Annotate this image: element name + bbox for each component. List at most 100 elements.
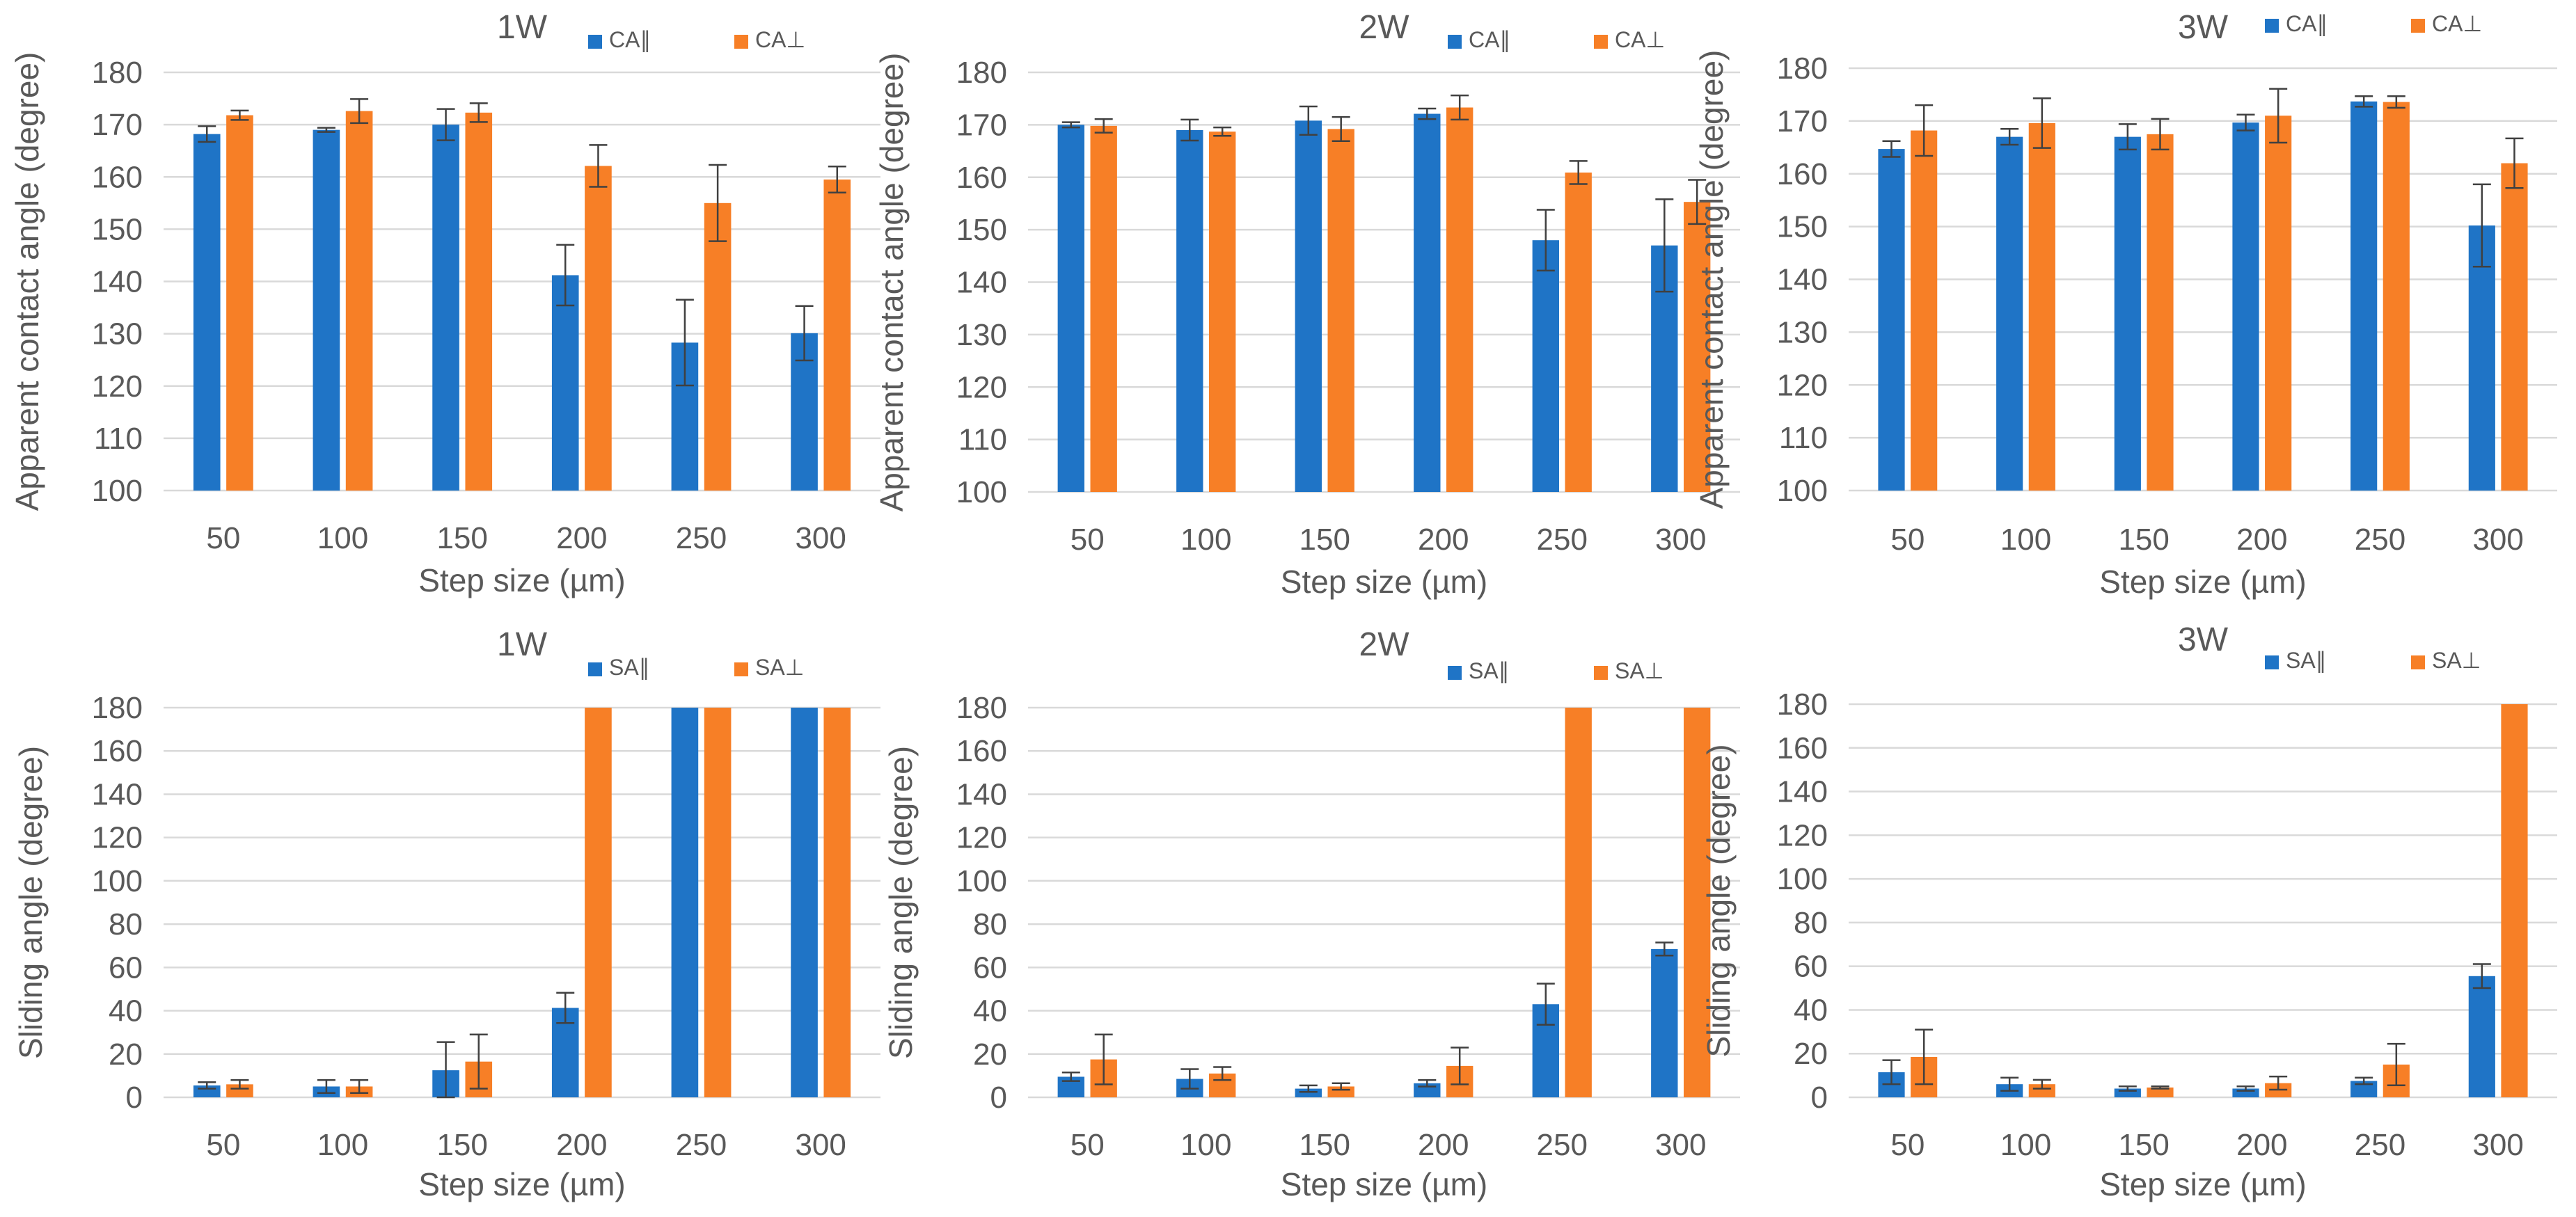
- y-tick-label: 100: [1777, 862, 1828, 896]
- y-tick-label: 180: [956, 691, 1007, 725]
- y-tick-label: 80: [109, 907, 143, 941]
- bar-perpendicular-50: [1911, 130, 1938, 491]
- y-axis-label: Apparent contact angle (degree): [874, 53, 910, 512]
- legend-label: SA∥: [2286, 648, 2327, 673]
- x-tick-label: 250: [2355, 1128, 2405, 1162]
- error-bar: [1332, 116, 1350, 142]
- bar-parallel-300: [2468, 225, 2495, 491]
- y-tick-label: 120: [92, 369, 143, 404]
- y-tick-label: 120: [1777, 368, 1828, 402]
- error-bar: [1536, 209, 1555, 272]
- bar-perpendicular-200: [1446, 107, 1473, 493]
- legend-label: CA⊥: [755, 27, 805, 52]
- chart-3w-contact-angle: 100 110 120 130 140 150 160 170 180 3W Apparent co…: [1693, 9, 2557, 600]
- bar-parallel-100: [1176, 129, 1203, 493]
- x-tick-label: 200: [556, 521, 607, 555]
- y-tick-label: 140: [92, 265, 143, 299]
- x-tick-label: 150: [2118, 1128, 2169, 1162]
- y-tick-label: 120: [92, 821, 143, 855]
- error-bar: [675, 299, 694, 387]
- error-bar: [317, 1079, 335, 1095]
- x-tick-label: 300: [2472, 1128, 2523, 1162]
- error-bar: [2472, 183, 2491, 268]
- error-bar: [1180, 1068, 1199, 1090]
- bar-perpendicular-200: [585, 708, 612, 1097]
- x-tick-label: 100: [1180, 1128, 1231, 1162]
- error-bar: [1418, 107, 1437, 120]
- error-bar: [1536, 983, 1555, 1026]
- chart-title: 3W: [2178, 621, 2229, 658]
- error-bar: [2472, 963, 2491, 989]
- y-tick-label: 150: [92, 212, 143, 246]
- x-tick-label: 250: [1537, 1128, 1588, 1162]
- error-bar: [2000, 128, 2019, 146]
- x-tick-label: 50: [1890, 523, 1925, 557]
- y-tick-label: 130: [956, 318, 1007, 352]
- x-axis-label: Step size (µm): [2099, 1166, 2306, 1202]
- legend-swatch: [2411, 655, 2425, 669]
- y-tick-label: 150: [956, 213, 1007, 247]
- error-bar: [1915, 1028, 1934, 1085]
- y-tick-label: 170: [1777, 104, 1828, 138]
- bar-perpendicular-100: [345, 111, 373, 491]
- y-axis-label: Sliding angle (degree): [883, 746, 919, 1059]
- error-bar: [1213, 126, 1232, 137]
- y-tick-label: 100: [1777, 474, 1828, 508]
- y-axis-label: Apparent contact angle (degree): [9, 52, 45, 511]
- bar-perpendicular-300: [2501, 163, 2528, 491]
- y-tick-label: 100: [956, 864, 1007, 898]
- bar-perpendicular-50: [226, 115, 253, 491]
- legend-swatch: [1448, 35, 1462, 49]
- error-bar: [1451, 1047, 1469, 1085]
- legend-label: SA⊥: [755, 655, 805, 680]
- error-bar: [2000, 1076, 2019, 1092]
- y-tick-label: 160: [956, 734, 1007, 768]
- y-tick-label: 180: [1777, 51, 1828, 86]
- x-axis-label: Step size (µm): [418, 1166, 625, 1202]
- error-bar: [589, 144, 608, 188]
- bar-perpendicular-300: [2501, 704, 2528, 1097]
- error-bar: [2236, 1085, 2255, 1092]
- bar-perpendicular-100: [2028, 122, 2055, 491]
- bar-parallel-50: [193, 134, 221, 491]
- legend-label: CA⊥: [2432, 11, 2482, 36]
- bar-perpendicular-300: [823, 708, 851, 1097]
- legend-swatch: [2411, 19, 2425, 33]
- chart-title: 1W: [497, 626, 548, 663]
- x-tick-label: 300: [1655, 1128, 1706, 1162]
- error-bar: [2032, 1079, 2051, 1090]
- error-bar: [1451, 94, 1469, 121]
- error-bar: [2505, 137, 2524, 189]
- error-bar: [1299, 1084, 1318, 1093]
- error-bar: [2118, 1085, 2137, 1092]
- error-bar: [1213, 1066, 1232, 1081]
- chart-1w-contact-angle: 100 110 120 130 140 150 160 170 180 1W Apparent co…: [9, 9, 880, 598]
- x-tick-label: 250: [676, 521, 727, 555]
- y-tick-label: 180: [956, 56, 1007, 90]
- x-tick-label: 100: [2000, 523, 2051, 557]
- x-axis-label: Step size (µm): [1281, 564, 1487, 600]
- y-tick-label: 0: [126, 1081, 143, 1115]
- y-tick-label: 140: [956, 266, 1007, 300]
- bar-parallel-250: [671, 708, 699, 1097]
- bar-parallel-300: [1651, 948, 1678, 1097]
- error-bar: [1094, 1033, 1113, 1085]
- y-tick-label: 140: [92, 777, 143, 811]
- bar-perpendicular-250: [1565, 708, 1592, 1097]
- error-bar: [1882, 1059, 1901, 1085]
- y-tick-label: 180: [92, 56, 143, 90]
- bar-parallel-200: [1414, 113, 1441, 492]
- error-bar: [1299, 105, 1318, 136]
- bar-parallel-250: [1532, 240, 1559, 492]
- chart-2w-contact-angle: 100 110 120 130 140 150 160 170 180 2W Apparent co…: [874, 9, 1740, 600]
- x-tick-label: 50: [1070, 523, 1105, 557]
- bar-perpendicular-250: [1565, 172, 1592, 492]
- chart-title: 2W: [1359, 626, 1410, 663]
- legend-swatch: [1448, 666, 1462, 680]
- y-tick-label: 20: [973, 1037, 1007, 1072]
- y-tick-label: 60: [109, 950, 143, 985]
- x-tick-label: 50: [206, 521, 240, 555]
- error-bar: [1180, 118, 1199, 142]
- y-axis-label: Apparent contact angle (degree): [1693, 50, 1730, 509]
